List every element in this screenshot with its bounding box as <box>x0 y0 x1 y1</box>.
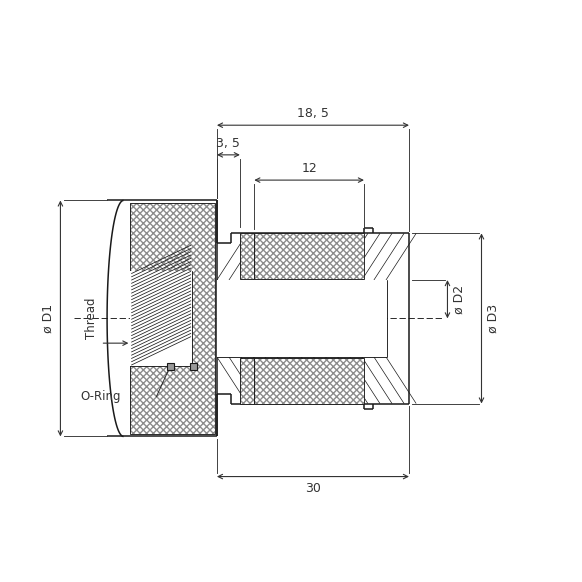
Text: 18, 5: 18, 5 <box>297 107 329 120</box>
Text: 12: 12 <box>301 162 317 175</box>
Bar <box>254 358 364 403</box>
Text: 30: 30 <box>305 482 321 495</box>
Bar <box>254 233 364 279</box>
Bar <box>240 358 254 403</box>
Bar <box>240 233 254 279</box>
Bar <box>130 203 215 434</box>
Text: Thread: Thread <box>85 298 98 339</box>
Text: ø D3: ø D3 <box>487 304 500 333</box>
Text: ø D1: ø D1 <box>42 304 55 333</box>
Bar <box>130 203 215 434</box>
Text: ø D2: ø D2 <box>453 285 466 314</box>
Bar <box>254 233 364 279</box>
Bar <box>217 280 387 357</box>
Text: 3, 5: 3, 5 <box>217 137 240 150</box>
Text: O-Ring: O-Ring <box>81 390 121 403</box>
Bar <box>190 363 197 370</box>
Bar <box>240 358 254 403</box>
Bar <box>240 233 254 279</box>
Bar <box>254 358 364 403</box>
Bar <box>167 363 173 370</box>
Bar <box>130 271 192 366</box>
